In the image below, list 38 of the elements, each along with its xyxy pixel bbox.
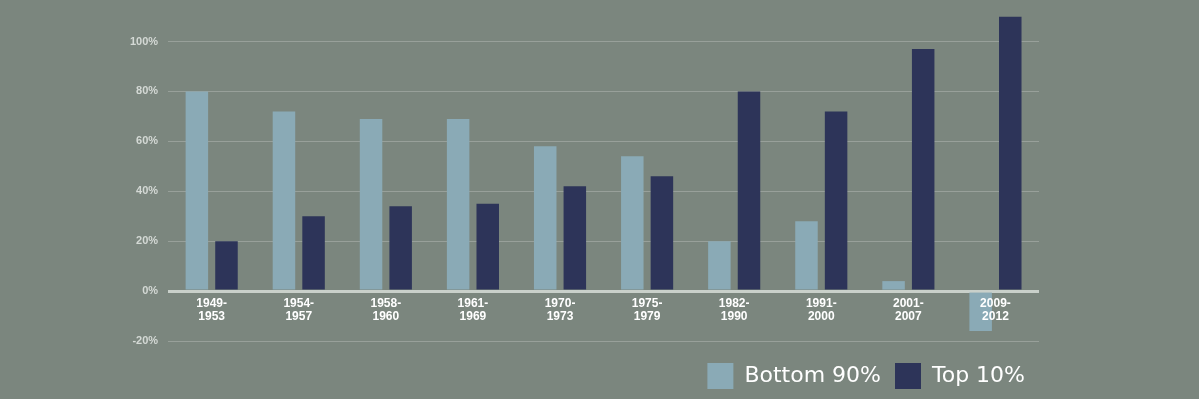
y-tick-label: 60% [136, 134, 159, 147]
x-tick-label: 1949-1953 [196, 296, 228, 324]
bar [389, 206, 412, 290]
bar [302, 216, 325, 290]
bar [446, 118, 470, 290]
bar [737, 91, 761, 290]
bar [185, 91, 209, 290]
x-tick-label: 1982-1990 [718, 296, 750, 324]
x-tick-label: 1958-1960 [370, 296, 402, 324]
bar [359, 118, 383, 290]
bar [621, 156, 644, 290]
x-tick-label: 2001-2007 [893, 296, 924, 324]
y-tick-label: -20% [132, 334, 159, 347]
bar [533, 146, 557, 290]
legend-label: Bottom 90% [744, 361, 881, 387]
y-tick-label: 20% [136, 234, 159, 247]
bar [708, 241, 731, 290]
y-tick-label: 40% [136, 184, 159, 197]
y-tick-label: 0% [142, 284, 159, 297]
bar [999, 16, 1022, 290]
y-tick-label: 80% [136, 84, 159, 97]
x-tick-label: 1961-1969 [457, 296, 489, 324]
bar [824, 111, 848, 290]
bar [795, 221, 818, 290]
bar [650, 176, 674, 290]
x-tick-label: 1975-1979 [631, 296, 663, 324]
bar [911, 49, 935, 290]
x-tick-label: 1970-1973 [544, 296, 576, 324]
bar [882, 281, 905, 290]
y-tick-label: 100% [129, 34, 159, 47]
x-tick-label: 2009-2012 [980, 296, 1011, 324]
x-tick-label: 1954-1957 [283, 296, 315, 324]
bar [563, 186, 587, 290]
x-tick-label: 1991-2000 [805, 296, 837, 324]
legend-label: Top 10% [930, 361, 1026, 387]
bar [476, 203, 499, 290]
bar [272, 111, 296, 290]
bar [215, 241, 238, 290]
